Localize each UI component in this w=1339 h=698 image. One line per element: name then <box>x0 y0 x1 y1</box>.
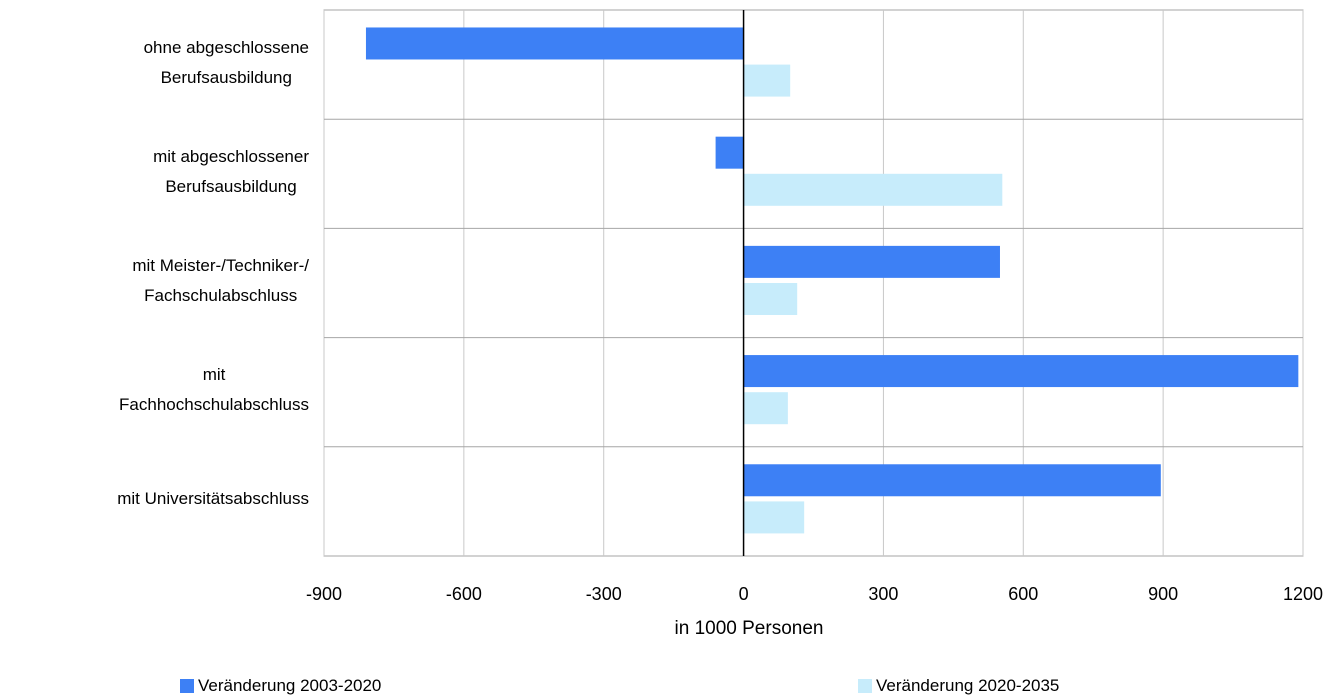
bar-series-1 <box>743 355 1299 388</box>
bar-series-2 <box>743 392 788 425</box>
legend-item-series-1: Veränderung 2003-2020 <box>180 676 381 696</box>
bar-series-1 <box>715 136 744 169</box>
x-axis-title: in 1000 Personen <box>674 618 824 639</box>
category-label-line: mit abgeschlossener <box>153 146 309 166</box>
bar-series-2 <box>743 501 805 534</box>
x-tick-label: -300 <box>586 584 622 604</box>
x-tick-label: 900 <box>1148 584 1178 604</box>
category-label: mit Meister-/Techniker-/ Fachschulabschlu… <box>132 251 309 311</box>
bar-series-1 <box>743 245 1000 278</box>
category-label: mit abgeschlossener Berufsausbildung <box>153 142 309 202</box>
category-label: mit Fachhochschulabschluss <box>119 360 309 420</box>
legend-label-series-2: Veränderung 2020-2035 <box>876 676 1060 695</box>
x-tick-label: 0 <box>739 584 749 604</box>
bar-series-1 <box>365 27 744 60</box>
category-label-line: Fachschulabschluss <box>144 286 298 305</box>
x-tick-label: 1200 <box>1283 584 1323 604</box>
bar-series-2 <box>743 64 791 97</box>
x-tick-label: 600 <box>1008 584 1038 604</box>
legend-swatch-series-1 <box>180 679 194 693</box>
bar-series-2 <box>743 283 798 315</box>
category-label-line: mit Universitätsabschluss <box>117 489 309 509</box>
category-label-line: Berufsausbildung <box>160 67 292 87</box>
legend-swatch-series-2 <box>858 679 872 693</box>
bar-series-2 <box>743 173 1003 206</box>
category-label: ohne abgeschlossene Berufsausbildung <box>144 33 309 93</box>
x-tick-label: -900 <box>306 584 342 604</box>
category-label-line: Berufsausbildung <box>165 176 297 196</box>
category-label-line: ohne abgeschlossene <box>143 37 309 57</box>
x-tick-label: 300 <box>868 584 898 604</box>
category-label-line: Fachhochschulabschluss <box>119 395 309 415</box>
bar-series-1 <box>743 464 1161 497</box>
category-label-line: mit <box>202 365 226 385</box>
legend-item-series-2: Veränderung 2020-2035 <box>858 676 1059 696</box>
category-label: mit Universitätsabschluss <box>117 484 309 514</box>
x-tick-label: -600 <box>446 584 482 604</box>
category-label-line: mit Meister-/Techniker-/ <box>132 256 309 275</box>
legend-label-series-1: Veränderung 2003-2020 <box>198 676 382 695</box>
